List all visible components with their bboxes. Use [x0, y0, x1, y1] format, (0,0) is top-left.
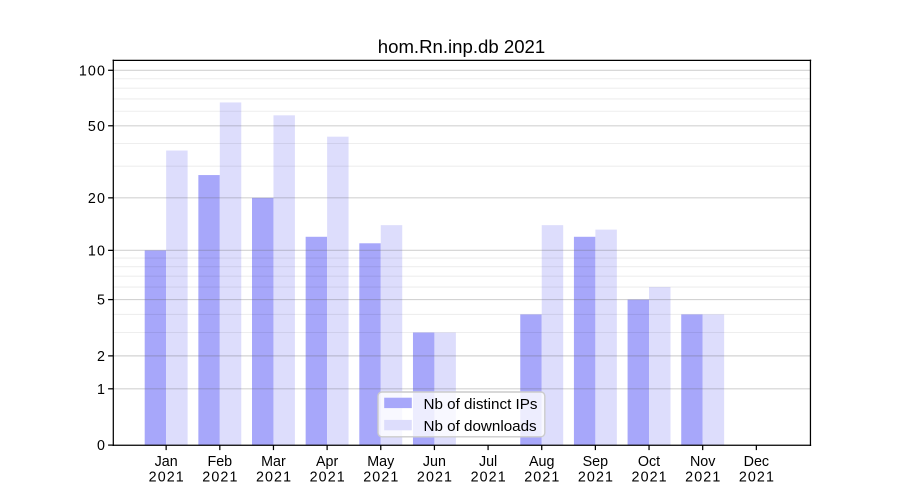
svg-text:Dec: Dec [744, 454, 769, 470]
svg-text:2021: 2021 [739, 470, 775, 486]
svg-text:5: 5 [97, 293, 106, 309]
svg-text:May: May [367, 454, 395, 470]
svg-text:Jul: Jul [479, 454, 497, 470]
svg-text:Mar: Mar [261, 454, 286, 470]
svg-text:Oct: Oct [638, 454, 660, 470]
svg-text:2021: 2021 [685, 470, 721, 486]
svg-text:2: 2 [97, 349, 106, 365]
svg-text:Aug: Aug [529, 454, 554, 470]
svg-text:Nov: Nov [690, 454, 716, 470]
svg-text:2021: 2021 [524, 470, 560, 486]
svg-text:10: 10 [88, 243, 106, 259]
svg-text:Sep: Sep [583, 454, 608, 470]
svg-text:Jan: Jan [155, 454, 178, 470]
svg-text:50: 50 [88, 119, 106, 135]
svg-text:Nb of downloads: Nb of downloads [424, 418, 538, 435]
svg-text:Jun: Jun [423, 454, 446, 470]
svg-text:2021: 2021 [578, 470, 614, 486]
svg-text:Nb of distinct IPs: Nb of distinct IPs [424, 396, 538, 413]
svg-text:2021: 2021 [471, 470, 507, 486]
svg-text:Apr: Apr [316, 454, 338, 470]
svg-text:2021: 2021 [256, 470, 292, 486]
svg-text:Feb: Feb [207, 454, 232, 470]
svg-text:2021: 2021 [363, 470, 399, 486]
svg-text:2021: 2021 [149, 470, 185, 486]
svg-text:2021: 2021 [417, 470, 453, 486]
svg-text:2021: 2021 [202, 470, 238, 486]
svg-text:20: 20 [88, 191, 106, 207]
svg-text:0: 0 [97, 438, 106, 454]
svg-text:2021: 2021 [310, 470, 346, 486]
svg-text:100: 100 [79, 63, 106, 79]
svg-text:1: 1 [97, 382, 106, 398]
svg-text:hom.Rn.inp.db 2021: hom.Rn.inp.db 2021 [378, 36, 545, 57]
svg-text:2021: 2021 [632, 470, 668, 486]
